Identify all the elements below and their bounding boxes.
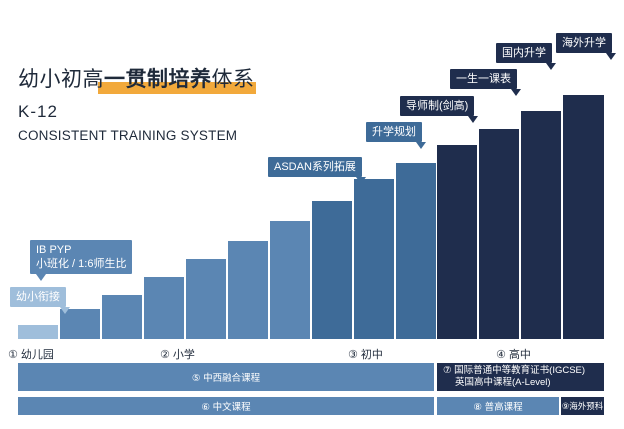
strip-igcse-line1: ⑦ 国际普通中等教育证书(IGCSE): [443, 365, 586, 376]
callout-overseas: 海外升学: [556, 33, 616, 60]
stair-step-4: [144, 277, 184, 339]
title-bold: 一贯制培养: [104, 68, 212, 91]
callout-domestic: 国内升学: [496, 43, 556, 70]
callout-planning: 升学规划: [366, 122, 426, 149]
stair-step-10: [396, 163, 436, 339]
callout-text: 幼小衔接: [16, 291, 60, 303]
callout-text: 一生一课表: [456, 73, 511, 85]
callout-text: 导师制(剑高): [406, 100, 469, 112]
strip-general-high-label: ⑧ 普高课程: [473, 402, 523, 413]
stair-step-13: [521, 111, 561, 339]
stair-step-12: [479, 129, 519, 339]
stair-step-2: [60, 309, 100, 339]
strip-overseas-prep: ⑨海外预科: [561, 397, 604, 415]
callout-one-course: 一生一课表: [450, 69, 521, 96]
stair-step-3: [102, 295, 142, 339]
callout-text: ASDAN系列拓展: [274, 161, 356, 173]
stage-kindergarten: ① 幼儿园: [8, 349, 54, 361]
title-prefix: 幼小初高: [18, 68, 104, 91]
stage-senior: ④ 高中: [496, 349, 531, 361]
stair-step-14: [563, 95, 604, 339]
stair-step-7: [270, 221, 310, 339]
strip-fusion-label: ⑤ 中西融合课程: [191, 373, 261, 384]
title-highlight: [98, 82, 256, 94]
callout-text-1: IB PYP: [36, 244, 72, 256]
subtitle: CONSISTENT TRAINING SYSTEM: [18, 128, 238, 143]
callout-tutor: 导师制(剑高): [400, 96, 479, 123]
title-suffix: 体系: [211, 68, 255, 91]
stair-step-8: [312, 201, 352, 339]
strip-chinese-label: ⑥ 中文课程: [201, 402, 251, 413]
callout-text: 升学规划: [372, 126, 416, 138]
stage-junior: ③ 初中: [348, 349, 383, 361]
callout-ib-pyp: IB PYP 小班化 / 1:6师生比: [30, 240, 133, 281]
stair-step-6: [228, 241, 268, 339]
strip-igcse: ⑦ 国际普通中等教育证书(IGCSE) 英国高中课程(A-Level): [437, 363, 604, 391]
callout-text-2: 小班化 / 1:6师生比: [36, 258, 127, 270]
strip-igcse-line2: 英国高中课程(A-Level): [455, 377, 551, 388]
strip-general-high: ⑧ 普高课程: [437, 397, 559, 415]
stage-primary: ② 小学: [160, 349, 195, 361]
callout-text: 国内升学: [502, 47, 546, 59]
stair-step-5: [186, 259, 226, 339]
k12-label: K-12: [18, 102, 58, 121]
strip-chinese: ⑥ 中文课程: [18, 397, 434, 415]
stair-step-9: [354, 179, 394, 339]
strip-fusion: ⑤ 中西融合课程: [18, 363, 434, 391]
stair-step-1: [18, 325, 58, 339]
stair-step-11: [437, 145, 477, 339]
callout-asdan: ASDAN系列拓展: [268, 157, 366, 184]
callout-text: 海外升学: [562, 37, 606, 49]
callout-kindergarten-bridge: 幼小衔接: [10, 287, 70, 314]
page-title: 幼小初高一贯制培养体系: [18, 63, 255, 93]
strip-overseas-prep-label: ⑨海外预科: [561, 401, 604, 411]
